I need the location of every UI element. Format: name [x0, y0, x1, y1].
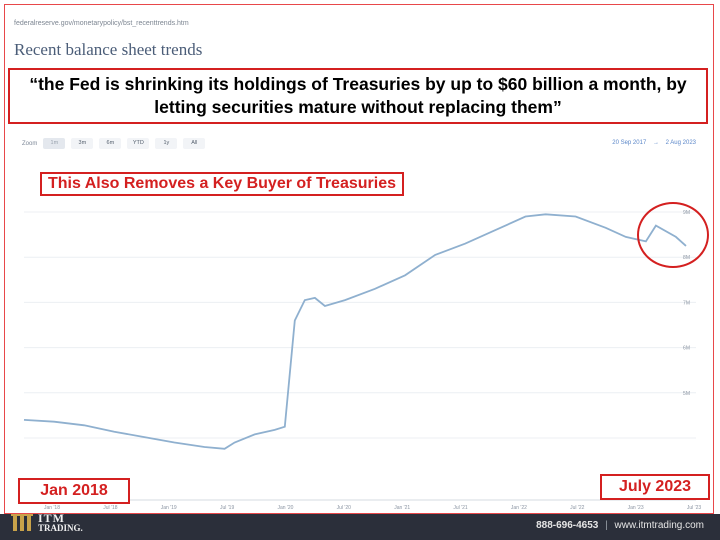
x-axis-ticks: Jan '18 Jul '18 Jan '19 Jul '19 Jan '20 Jul '… [24, 499, 702, 511]
x-tick-label: Jan '18 [44, 505, 60, 511]
chart-grid [24, 211, 696, 439]
zoom-button-ytd[interactable]: YTD [127, 138, 150, 149]
page-title: Recent balance sheet trends [14, 40, 203, 59]
y-tick-label: 5M [683, 391, 690, 397]
itm-logo: ITM TRADING. [10, 511, 83, 533]
x-tick-label: Jul '21 [453, 505, 468, 511]
zoom-button-1m[interactable]: 1m [43, 138, 66, 149]
y-tick-label: 7M [683, 300, 690, 306]
x-tick-label: Jan '22 [511, 505, 527, 511]
x-tick-label: Jul '19 [220, 505, 235, 511]
footer-website[interactable]: www.itmtrading.com [614, 520, 704, 531]
footer-phone[interactable]: 888-696-4653 [536, 520, 599, 531]
x-tick-label: Jan '23 [628, 505, 644, 511]
logo-text-top: ITM [38, 511, 65, 525]
date-range[interactable]: 20 Sep 2017 → 2 Aug 2023 [612, 140, 696, 146]
x-tick-label: Jan '21 [394, 505, 410, 511]
series-line [23, 213, 687, 450]
zoom-label: Zoom [22, 140, 38, 147]
footer-contact: 888-696-4653 | www.itmtrading.com [536, 520, 704, 531]
zoom-button-6m[interactable]: 6m [99, 138, 122, 149]
date-from[interactable]: 20 Sep 2017 [612, 140, 647, 146]
logo-columns-icon [11, 514, 33, 531]
date-separator: → [652, 140, 659, 146]
callout-box: This Also Removes a Key Buyer of Treasur… [40, 172, 404, 196]
highlight-circle [637, 202, 709, 268]
x-tick-label: Jan '19 [161, 505, 177, 511]
zoom-button-all[interactable]: All [183, 138, 206, 149]
x-tick-label: Jul '18 [103, 505, 118, 511]
end-date-label: July 2023 [600, 474, 710, 500]
quote-box: “the Fed is shrinking its holdings of Tr… [8, 68, 708, 124]
x-tick-label: Jan '20 [277, 505, 293, 511]
x-tick-label: Jul '22 [570, 505, 585, 511]
y-tick-label: 6M [683, 346, 690, 352]
start-date-label: Jan 2018 [18, 478, 130, 504]
browser-url[interactable]: federalreserve.gov/monetarypolicy/bst_re… [14, 20, 189, 27]
footer-bar [0, 514, 720, 540]
zoom-button-1y[interactable]: 1y [155, 138, 178, 149]
footer-separator: | [605, 520, 608, 531]
logo-text-bottom: TRADING. [38, 523, 83, 533]
date-to[interactable]: 2 Aug 2023 [665, 140, 696, 146]
x-tick-label: Jul '23 [687, 505, 702, 511]
x-tick-label: Jul '20 [337, 505, 352, 511]
zoom-toolbar: Zoom 1m 3m 6m YTD 1y All [22, 138, 206, 149]
zoom-button-3m[interactable]: 3m [71, 138, 94, 149]
quote-text: “the Fed is shrinking its holdings of Tr… [29, 74, 687, 117]
